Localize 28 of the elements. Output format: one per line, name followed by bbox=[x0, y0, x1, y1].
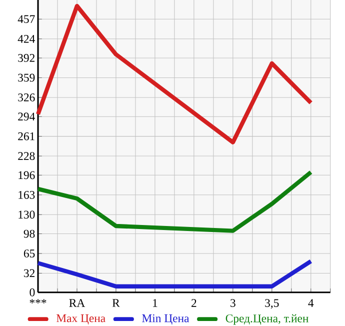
x-tick-label: 4 bbox=[308, 298, 314, 307]
x-tick-label: 1 bbox=[153, 298, 158, 307]
y-tick-label: 294 bbox=[18, 112, 35, 120]
y-tick-label: 163 bbox=[18, 190, 35, 199]
legend-label: Max Цена bbox=[56, 314, 106, 324]
legend-label: Сред.Цена, т.йен bbox=[226, 314, 308, 324]
x-tick-label: RA bbox=[69, 298, 86, 307]
line-series bbox=[36, 170, 313, 233]
x-tick-label: 3 bbox=[230, 298, 236, 307]
y-tick-label: 65 bbox=[24, 249, 35, 258]
y-tick-label: 196 bbox=[18, 171, 35, 179]
y-tick-label: 326 bbox=[18, 93, 35, 102]
y-tick-label: 392 bbox=[18, 54, 35, 62]
y-tick-label: 228 bbox=[18, 152, 35, 160]
y-tick-label: 98 bbox=[24, 230, 35, 238]
x-tick-label: 3,5 bbox=[265, 298, 279, 308]
x-tick-label: *** bbox=[30, 298, 46, 304]
y-tick-label: 261 bbox=[18, 132, 34, 140]
y-tick-label: 0 bbox=[30, 288, 35, 296]
legend-label: Min Цена bbox=[142, 314, 190, 324]
y-tick-label: 359 bbox=[18, 74, 35, 82]
y-tick-label: 32 bbox=[24, 269, 34, 277]
x-tick-label: R bbox=[112, 298, 120, 307]
y-tick-label: 457 bbox=[18, 14, 35, 23]
line-series bbox=[36, 4, 313, 144]
y-tick-label: 424 bbox=[18, 34, 35, 42]
x-tick-label: 2 bbox=[192, 298, 196, 307]
y-tick-label: 130 bbox=[18, 210, 35, 218]
